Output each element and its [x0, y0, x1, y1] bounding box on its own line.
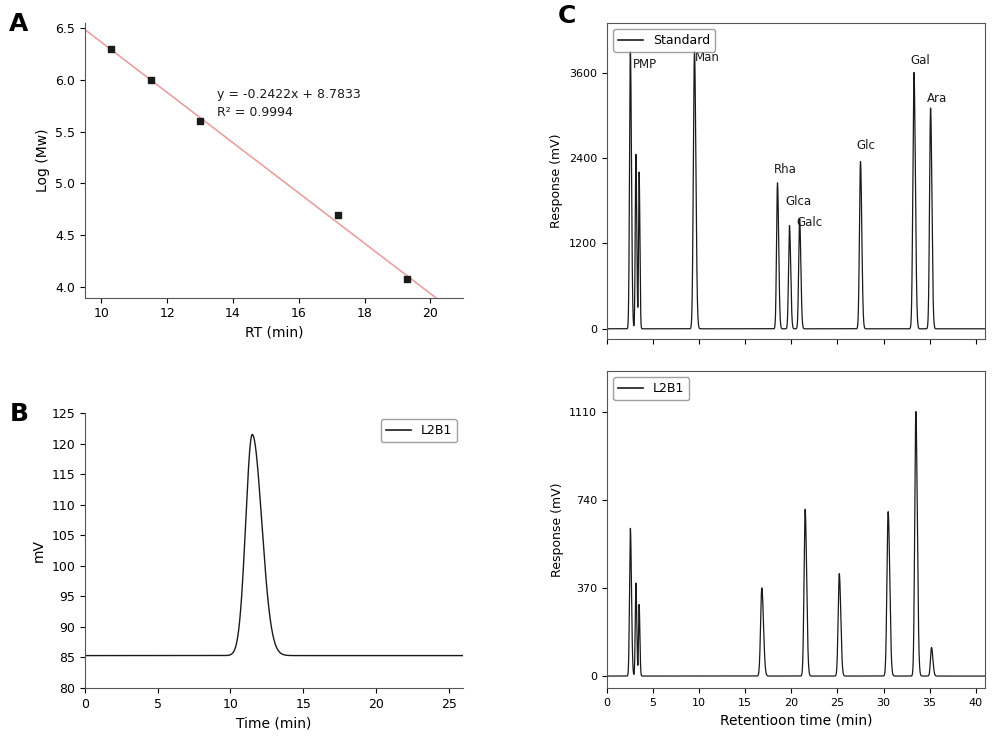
Text: PMP: PMP — [633, 58, 657, 71]
Text: Man: Man — [695, 51, 720, 64]
Text: Glc: Glc — [856, 139, 875, 152]
X-axis label: Retentioon time (min): Retentioon time (min) — [720, 713, 872, 727]
Legend: Standard: Standard — [613, 29, 715, 52]
Text: R² = 0.9994: R² = 0.9994 — [217, 106, 292, 119]
Text: Glca: Glca — [786, 195, 812, 208]
Text: A: A — [9, 11, 29, 36]
Text: y = -0.2422x + 8.7833: y = -0.2422x + 8.7833 — [217, 88, 360, 101]
Text: Ara: Ara — [927, 91, 948, 104]
Point — [399, 273, 415, 285]
Point — [192, 115, 208, 127]
Point — [143, 73, 159, 85]
X-axis label: RT (min): RT (min) — [245, 326, 303, 340]
Y-axis label: Log (Mw): Log (Mw) — [36, 129, 50, 192]
Point — [330, 209, 346, 221]
X-axis label: Time (min): Time (min) — [236, 716, 312, 730]
Legend: L2B1: L2B1 — [613, 377, 689, 401]
Text: C: C — [558, 4, 576, 28]
Point — [103, 42, 119, 54]
Text: Galc: Galc — [797, 216, 823, 229]
Y-axis label: Response (mV): Response (mV) — [550, 134, 563, 228]
Legend: L2B1: L2B1 — [381, 420, 457, 442]
Text: Rha: Rha — [774, 163, 797, 175]
Text: B: B — [9, 402, 28, 426]
Text: Gal: Gal — [910, 54, 930, 67]
Y-axis label: Response (mV): Response (mV) — [551, 482, 564, 577]
Y-axis label: mV: mV — [32, 539, 46, 562]
